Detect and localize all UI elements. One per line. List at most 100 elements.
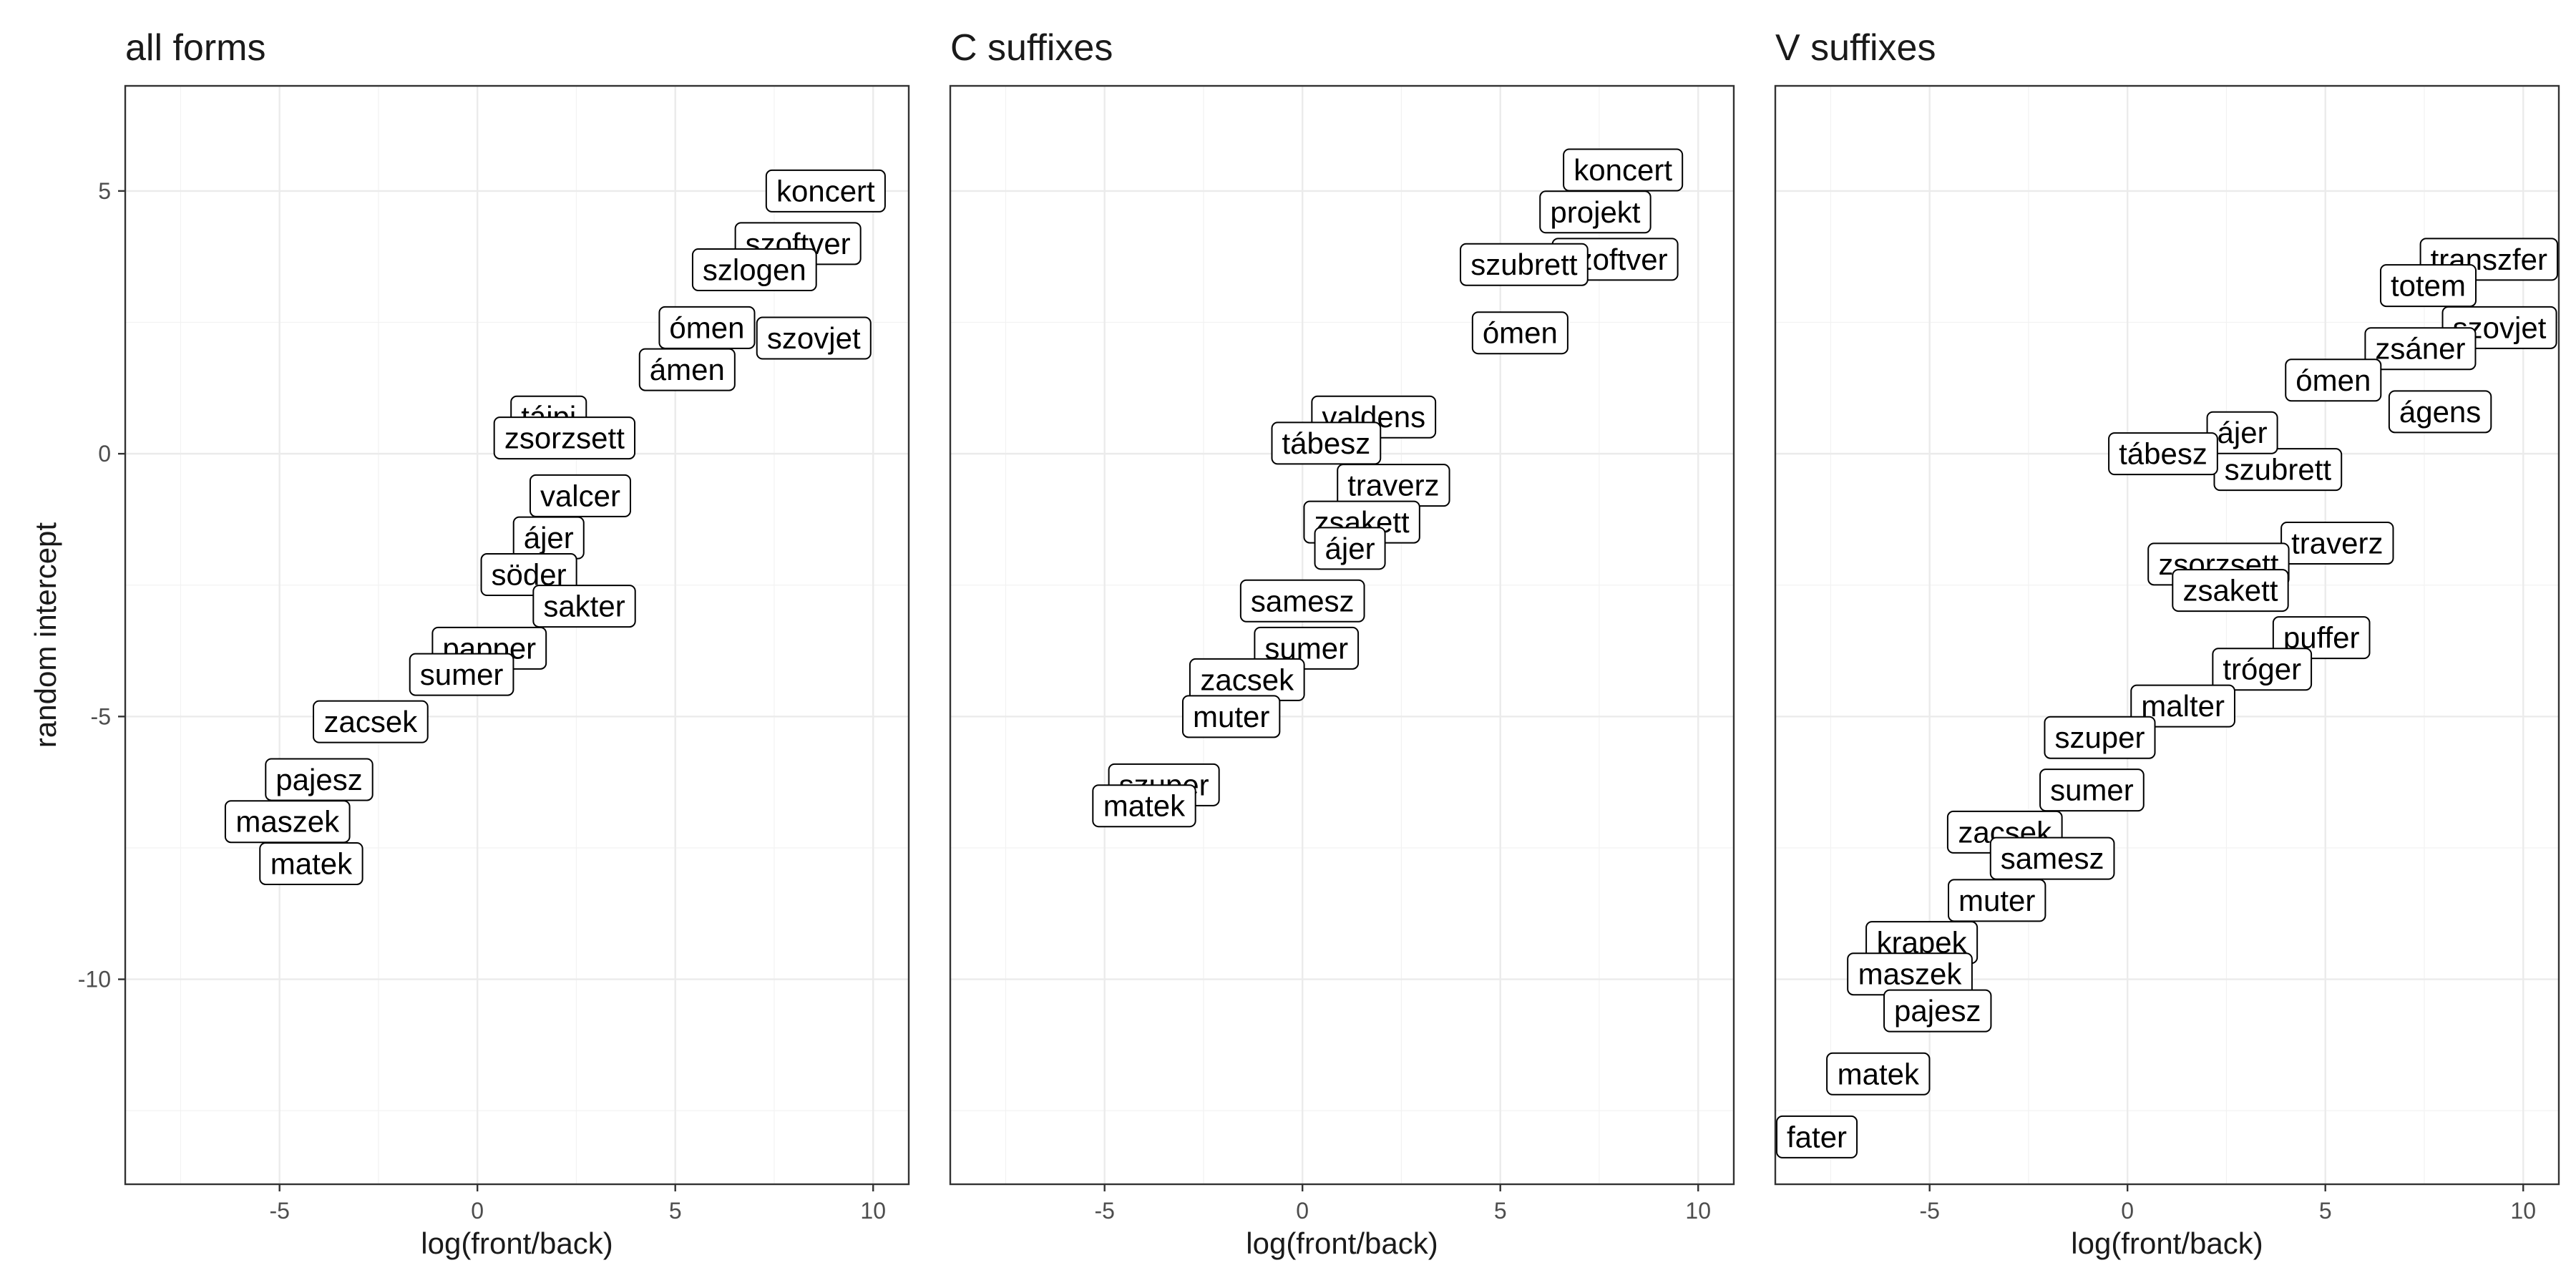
- point-label-ómen: ómen: [658, 306, 756, 349]
- point-label-box: [1092, 784, 1196, 828]
- point-label-projekt: projekt: [1539, 190, 1652, 234]
- x-tick-label: 10: [1685, 1198, 1711, 1224]
- panel-3: transzfertotemszovjetzsánerómenágensszub…: [1774, 27, 2560, 1260]
- point-label-matek: matek: [1092, 784, 1196, 828]
- point-label-text: ájer: [524, 521, 574, 555]
- point-label-text: zsorzsett: [504, 421, 625, 455]
- point-labels: transzfertotemszovjetzsánerómenágensszub…: [1776, 238, 2558, 1158]
- panel-title: all forms: [125, 27, 265, 69]
- point-label-box: [529, 474, 632, 517]
- point-label-box: [2044, 716, 2156, 759]
- y-tick-label: 5: [98, 178, 111, 204]
- point-label-traverz: traverz: [2280, 521, 2394, 565]
- point-label-text: maszek: [235, 805, 340, 839]
- point-label-text: zsáner: [2375, 332, 2465, 366]
- point-label-box: [1776, 1115, 1858, 1158]
- point-label-szubrett: szubrett: [2213, 448, 2343, 492]
- point-label-text: samesz: [1251, 584, 1355, 618]
- point-label-text: szubrett: [2225, 453, 2332, 487]
- point-label-text: zsakett: [2182, 574, 2278, 608]
- point-label-szlogen: szlogen: [691, 248, 817, 292]
- point-label-ómen: ómen: [2285, 358, 2382, 402]
- point-label-box: [1539, 190, 1652, 234]
- point-label-box: [313, 700, 429, 743]
- point-label-szuper: szuper: [2044, 716, 2156, 759]
- point-label-text: malter: [2141, 689, 2225, 723]
- point-label-box: [2172, 569, 2289, 613]
- point-label-ájer: ájer: [512, 516, 585, 560]
- point-label-text: projekt: [1550, 195, 1640, 229]
- point-label-box: [1181, 695, 1281, 738]
- point-label-text: szuper: [2054, 721, 2145, 754]
- point-label-tábesz: tábesz: [1271, 421, 1382, 465]
- point-label-koncert: koncert: [1563, 148, 1684, 192]
- point-label-text: szlogen: [703, 253, 806, 287]
- point-label-samesz: samesz: [1239, 579, 1365, 623]
- point-label-text: totem: [2391, 269, 2466, 303]
- x-axis-title: log(front/back): [1246, 1226, 1438, 1260]
- x-tick-label: 5: [1494, 1198, 1507, 1224]
- point-label-text: ájer: [1325, 532, 1375, 565]
- point-label-box: [493, 416, 636, 460]
- x-tick-label: 0: [1296, 1198, 1309, 1224]
- point-label-text: matek: [270, 847, 353, 880]
- point-labels: koncertszoftverszlogenszovjetómenámentáj…: [224, 169, 886, 885]
- point-label-text: ágens: [2399, 395, 2481, 429]
- point-label-box: [1239, 579, 1365, 623]
- x-tick-label: 0: [471, 1198, 484, 1224]
- point-label-ágens: ágens: [2388, 390, 2492, 434]
- point-label-text: matek: [1838, 1057, 1920, 1091]
- point-label-ájer: ájer: [1314, 527, 1386, 570]
- x-tick-label: 5: [2319, 1198, 2332, 1224]
- panel-2: koncertprojektszoftverszubrettómenvalden…: [949, 27, 1735, 1260]
- point-label-box: [1826, 1052, 1931, 1096]
- point-label-box: [691, 248, 817, 292]
- x-tick-label: -5: [1919, 1198, 1939, 1224]
- point-label-zsorzsett: zsorzsett: [493, 416, 636, 460]
- point-label-sakter: sakter: [532, 585, 636, 628]
- point-label-text: tábesz: [2119, 437, 2207, 471]
- point-label-box: [1948, 879, 2046, 922]
- point-label-tróger: tróger: [2212, 648, 2313, 691]
- panel-1: koncertszoftverszlogenszovjetómenámentáj…: [29, 27, 910, 1260]
- point-label-sumer: sumer: [409, 653, 514, 696]
- point-labels: koncertprojektszoftverszubrettómenvalden…: [1092, 148, 1684, 828]
- point-label-text: koncert: [1574, 153, 1672, 187]
- point-label-box: [2285, 358, 2382, 402]
- point-label-ámen: ámen: [638, 348, 736, 391]
- point-label-text: fater: [1787, 1120, 1847, 1153]
- point-label-text: traverz: [1347, 469, 1439, 502]
- point-label-totem: totem: [2379, 264, 2477, 308]
- point-label-text: pajesz: [275, 763, 362, 796]
- point-label-box: [2212, 648, 2313, 691]
- point-label-box: [259, 841, 364, 885]
- point-label-fater: fater: [1776, 1115, 1858, 1158]
- point-label-text: matek: [1103, 789, 1186, 823]
- point-label-zsáner: zsáner: [2364, 327, 2477, 371]
- y-tick-label: -5: [91, 703, 111, 729]
- point-label-text: muter: [1958, 884, 2035, 917]
- point-label-text: szovjet: [767, 321, 861, 355]
- panel-frame: [949, 84, 1735, 1186]
- point-label-text: samesz: [2001, 841, 2104, 875]
- point-label-box: [1883, 989, 1992, 1033]
- point-label-text: sumer: [2050, 774, 2134, 807]
- panel-title: V suffixes: [1775, 27, 1936, 69]
- point-label-samesz: samesz: [1989, 836, 2115, 880]
- point-label-box: [2130, 684, 2235, 728]
- x-tick-label: -5: [269, 1198, 289, 1224]
- point-label-box: [409, 653, 514, 696]
- point-label-box: [2379, 264, 2477, 308]
- point-label-pajesz: pajesz: [1883, 989, 1992, 1033]
- point-label-text: sumer: [420, 658, 504, 691]
- x-tick-label: -5: [1094, 1198, 1114, 1224]
- point-label-zacsek: zacsek: [1189, 658, 1305, 701]
- point-label-text: ámen: [650, 353, 725, 386]
- point-label-ómen: ómen: [1471, 311, 1568, 355]
- point-label-pajesz: pajesz: [265, 758, 374, 801]
- point-label-text: pajesz: [1894, 994, 1981, 1028]
- panel-frame: [124, 84, 910, 1186]
- point-label-box: [1471, 311, 1568, 355]
- point-label-text: zacsek: [324, 705, 419, 738]
- point-label-text: koncert: [776, 174, 875, 208]
